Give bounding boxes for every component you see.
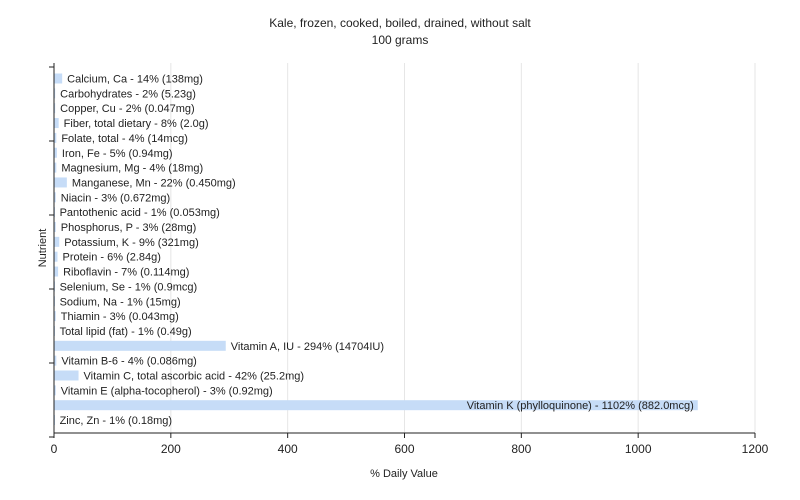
bar — [54, 311, 56, 322]
bar-label: Thiamin - 3% (0.043mg) — [61, 311, 179, 323]
x-tick-label: 800 — [511, 442, 531, 456]
bar-label: Carbohydrates - 2% (5.23g) — [60, 88, 196, 100]
bar-label: Protein - 6% (2.84g) — [63, 252, 161, 264]
bar — [54, 147, 57, 158]
bar — [54, 400, 698, 411]
bar — [54, 162, 57, 173]
x-tick-label: 1000 — [625, 442, 652, 456]
bar-label: Selenium, Se - 1% (0.9mcg) — [60, 281, 198, 293]
bar — [54, 118, 59, 129]
chart-title: Kale, frozen, cooked, boiled, drained, w… — [269, 16, 531, 30]
bar-label: Riboflavin - 7% (0.114mg) — [63, 267, 189, 279]
bar-label: Folate, total - 4% (14mcg) — [61, 133, 188, 145]
bar-label: Vitamin C, total ascorbic acid - 42% (25… — [84, 371, 305, 383]
bar-label: Total lipid (fat) - 1% (0.49g) — [60, 326, 192, 338]
bar — [54, 177, 67, 188]
bar — [54, 266, 59, 277]
bar-label: Calcium, Ca - 14% (138mg) — [67, 74, 203, 86]
bar — [54, 385, 56, 396]
bar-label: Iron, Fe - 5% (0.94mg) — [62, 148, 173, 160]
x-tick-label: 1200 — [742, 442, 769, 456]
x-tick-label: 200 — [161, 442, 181, 456]
chart-subtitle: 100 grams — [372, 33, 429, 47]
grid — [170, 63, 756, 433]
bar-label: Vitamin B-6 - 4% (0.086mg) — [61, 356, 197, 368]
bar — [54, 192, 56, 203]
bar-label: Niacin - 3% (0.672mg) — [61, 192, 170, 204]
bar — [54, 355, 57, 366]
bar — [54, 370, 79, 381]
x-tick-label: 600 — [394, 442, 414, 456]
bar-label: Sodium, Na - 1% (15mg) — [60, 296, 181, 308]
bar-label: Pantothenic acid - 1% (0.053mg) — [60, 207, 220, 219]
x-axis-label: % Daily Value — [370, 468, 438, 480]
bar — [54, 340, 226, 351]
bar-label: Vitamin A, IU - 294% (14704IU) — [231, 341, 384, 353]
bar-label: Potassium, K - 9% (321mg) — [64, 237, 199, 249]
bar — [54, 251, 58, 262]
bar — [54, 103, 56, 114]
bar — [54, 132, 57, 143]
bar-labels: Calcium, Ca - 14% (138mg) Carbohydrates -… — [60, 74, 694, 428]
x-ticks: 0 200 400 600 800 1000 1200 — [51, 433, 769, 456]
bar-label: Manganese, Mn - 22% (0.450mg) — [72, 177, 236, 189]
bar-label: Magnesium, Mg - 4% (18mg) — [61, 163, 203, 175]
bar — [54, 73, 63, 84]
bar-label: Phosphorus, P - 3% (28mg) — [61, 222, 197, 234]
bar-label: Fiber, total dietary - 8% (2.0g) — [64, 118, 209, 130]
bar-label: Copper, Cu - 2% (0.047mg) — [60, 103, 195, 115]
bar-label: Zinc, Zn - 1% (0.18mg) — [60, 415, 172, 427]
x-tick-label: 400 — [278, 442, 298, 456]
y-axis-label: Nutrient — [37, 229, 49, 268]
bar — [54, 236, 60, 247]
x-tick-label: 0 — [51, 442, 58, 456]
bar — [54, 88, 56, 99]
bar — [54, 222, 56, 232]
bar-label: Vitamin K (phylloquinone) - 1102% (882.0… — [467, 400, 694, 412]
bar-label: Vitamin E (alpha-tocopherol) - 3% (0.92m… — [61, 385, 273, 397]
